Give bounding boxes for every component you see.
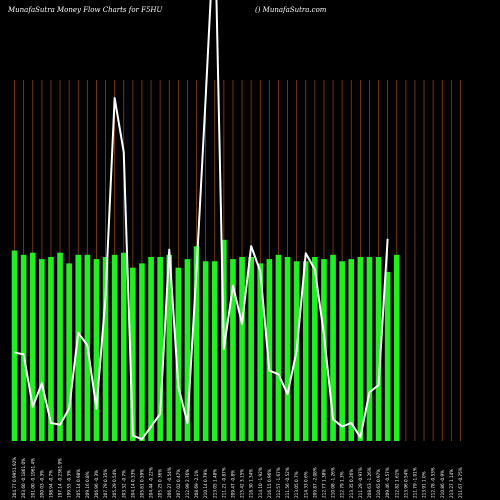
volume-bar — [75, 254, 82, 441]
x-tick-label: 203.32 -0.7% — [121, 470, 126, 498]
volume-bar — [57, 252, 63, 441]
x-tick-label: 211.56 -0.52% — [285, 467, 290, 498]
volume-bar — [230, 259, 236, 441]
x-tick-label: 212.77 1.38% — [321, 469, 326, 498]
x-tick-label: 212.99 2.76% — [185, 469, 190, 498]
x-tick-label: 213.91 1.0% — [422, 471, 427, 498]
volume-bar — [157, 256, 163, 441]
volume-bar — [393, 254, 400, 441]
volume-bar — [312, 256, 318, 441]
volume-bar — [366, 256, 373, 441]
volume-bar — [257, 263, 264, 441]
money-flow-line — [14, 0, 389, 441]
x-tick-label: 205.14 0.98% — [76, 469, 81, 498]
volume-bar — [102, 256, 109, 441]
x-tick-label: 211.67 -0.75% — [458, 467, 463, 498]
volume-bar — [120, 252, 127, 441]
volume-bar — [211, 261, 218, 441]
x-tick-label: 213.05 0.7% — [294, 471, 299, 498]
x-tick-label: 208.63 -1.26% — [367, 467, 372, 498]
volume-bar — [193, 246, 200, 441]
volume-bar — [266, 259, 273, 441]
x-tick-label: 209.47 -0.8% — [230, 470, 235, 498]
x-tick-label: 201.00 -0.1961.4% — [30, 458, 35, 498]
x-tick-label: 206.96 -0.3% — [94, 470, 99, 498]
x-tick-label: 206.27 -0.54% — [167, 467, 172, 498]
x-tick-label: 205.81 0.59% — [139, 469, 144, 498]
volume-bar — [375, 256, 382, 441]
x-tick-label: 197.14 -0.2361.9% — [58, 458, 63, 498]
x-tick-label: 200.03 -0.3% — [39, 470, 44, 498]
volume-bar — [275, 254, 282, 441]
volume-bar — [66, 263, 72, 441]
x-tick-label: 213.96 0.54% — [403, 469, 408, 498]
x-tick-label: 210.14 0.79% — [203, 469, 208, 498]
x-tick-label: 214.10 -1.92% — [258, 467, 263, 498]
x-tick-label: 211.29 -0.97% — [358, 467, 363, 498]
money-flow-series — [14, 0, 389, 441]
x-tick-label: 203.60 -0.1861.0% — [21, 458, 26, 498]
x-tick-label: 211.79 -1.01% — [412, 467, 417, 498]
x-tick-label: 208.69 -2.1% — [194, 470, 199, 498]
x-tick-label: 212.79 1.3% — [340, 471, 345, 498]
volume-bar — [239, 256, 245, 441]
x-tick-label: 207.02 0.47% — [176, 469, 181, 498]
volume-bar — [166, 254, 173, 441]
x-tick-label: 204.77 0.9951.92% — [12, 457, 17, 498]
x-tick-label: 209.87 -2.08% — [312, 467, 317, 498]
volume-bar — [39, 259, 45, 441]
x-tick-label: 218.30 1.34% — [249, 469, 254, 498]
x-tick-label: 209.46 -0.57% — [385, 467, 390, 498]
x-tick-label: 210.86 -0.9% — [440, 470, 445, 498]
x-tick-label: 214.33 0.6% — [303, 471, 308, 498]
volume-bar — [339, 261, 345, 441]
volume-bar — [284, 256, 291, 441]
volume-bar — [321, 259, 327, 441]
volume-bar — [20, 254, 27, 441]
volume-bar — [111, 254, 118, 441]
volume-bar — [384, 271, 391, 441]
volume-bar — [130, 267, 136, 441]
x-tick-label: 212.78 -0.53% — [431, 467, 436, 498]
volume-bar — [48, 256, 54, 441]
volume-bar — [184, 259, 191, 441]
x-tick-label: 213.27 1.14% — [449, 469, 454, 498]
volume-bar — [348, 259, 355, 441]
x-tick-label: 205.25 0.36% — [158, 469, 163, 498]
x-tick-label: 210.65 0.97% — [376, 469, 381, 498]
volume-bar — [357, 256, 364, 441]
volume-bar — [302, 261, 309, 441]
x-tick-label: 213.35 0.26% — [349, 469, 354, 498]
volume-bar — [175, 267, 182, 441]
x-tick-label: 212.57 -1.67% — [276, 467, 281, 498]
volume-bar — [29, 252, 36, 441]
volume-bar — [330, 254, 336, 441]
x-tick-label: 212.82 1.61% — [394, 469, 399, 498]
x-tick-label: 216.15 0.96% — [267, 469, 272, 498]
x-tick-label: 198.94 -0.7% — [48, 470, 53, 498]
x-tick-label: 205.29 0.54% — [112, 469, 117, 498]
chart-title: MunafaSutra Money Flow Charts for F5HU — [7, 6, 164, 14]
x-tick-label: 199.55 -0.3% — [67, 470, 72, 498]
volume-bars — [11, 239, 400, 441]
x-tick-label: 209.16 0.8% — [85, 471, 90, 498]
volume-bar — [202, 261, 209, 441]
volume-bar — [248, 256, 254, 441]
volume-bar — [93, 259, 100, 441]
x-tick-label: 204.44 -0.22% — [149, 467, 154, 498]
x-tick-label: 211.21 -0.87% — [221, 467, 226, 498]
x-axis-ticks: 204.77 0.9951.92% 203.60 -0.1861.0% 201.00… — [12, 457, 463, 498]
volume-bar — [11, 250, 18, 441]
x-tick-label: 210.08 -1.26% — [331, 467, 336, 498]
x-tick-label: 215.42 3.15% — [240, 469, 245, 498]
x-tick-label: 213.05 1.48% — [212, 469, 217, 498]
volume-bar — [139, 263, 145, 441]
x-tick-label: 207.79 0.35% — [103, 469, 108, 498]
site-credit: () MunafaSutra.com — [255, 6, 327, 14]
x-tick-label: 204.14 0.33% — [130, 469, 135, 498]
volume-bar — [148, 256, 154, 441]
